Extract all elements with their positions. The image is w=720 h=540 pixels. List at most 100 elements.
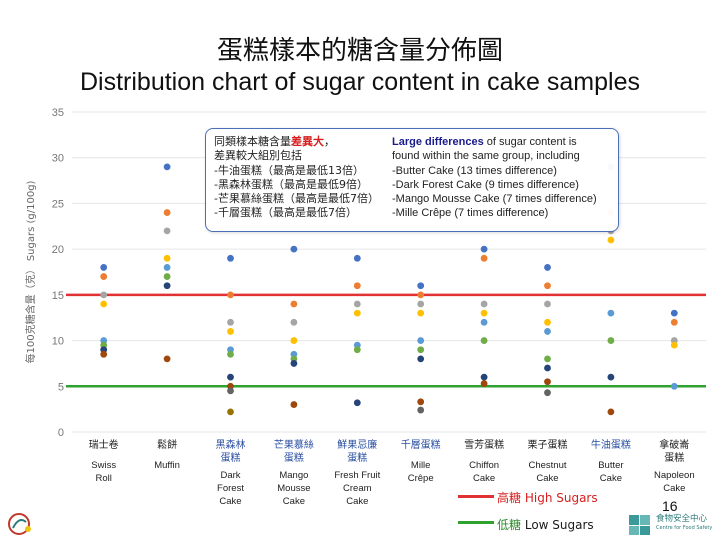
x-category-label-zh: 千層蛋糕: [401, 438, 441, 451]
annotation-zh-highlight: 差異大: [291, 135, 324, 148]
data-point: [670, 382, 678, 390]
data-point: [290, 360, 298, 367]
annotation-en-body: found within the same group, including -…: [392, 150, 597, 220]
data-point: [353, 300, 361, 308]
data-point: [544, 364, 551, 372]
y-tick-label: 30: [52, 153, 64, 165]
data-point: [163, 355, 171, 363]
x-category-label-zh: 瑞士卷: [89, 438, 119, 451]
x-category-label-en: Dark: [220, 470, 240, 481]
data-point: [163, 163, 171, 171]
x-category-label-zh: 栗子蛋糕: [528, 438, 568, 451]
data-point: [544, 300, 551, 308]
data-point: [227, 254, 234, 262]
x-category-label-en: Swiss: [91, 460, 116, 471]
legend-low-en: Low Sugars: [524, 518, 594, 532]
legend-low-swatch: [458, 521, 494, 524]
x-category-label-zh: 雪芳蛋糕: [464, 438, 504, 451]
data-point: [417, 355, 425, 363]
x-category-label-en: Cream: [343, 483, 372, 494]
x-category-label-en: Crêpe: [408, 473, 434, 484]
data-point: [353, 346, 361, 354]
x-category-label-en: Butter: [598, 460, 623, 471]
y-tick-label: 35: [52, 107, 64, 119]
x-category-label-zh: 牛油蛋糕: [591, 438, 631, 451]
y-axis-label: 每100克糖含量（克） Sugars (g/100g): [24, 180, 37, 363]
x-category-label-zh: 黑森林: [216, 438, 246, 451]
data-point: [353, 309, 361, 317]
legend-high-en: High Sugars: [524, 491, 598, 505]
x-category-label-zh: 蛋糕: [284, 451, 304, 464]
data-point: [290, 300, 298, 308]
y-tick-label: 5: [58, 381, 64, 393]
data-point: [417, 300, 425, 308]
x-category-label-zh: 芒果慕絲: [274, 438, 314, 451]
left-logo-icon: [8, 513, 31, 535]
x-category-label-en: Cake: [219, 496, 241, 507]
x-category-label-en: Cake: [536, 473, 558, 484]
data-point: [480, 373, 488, 381]
data-point: [163, 209, 171, 216]
data-point: [544, 389, 551, 397]
cfs-logo: 食物安全中心 Centre for Food Safety: [628, 514, 714, 536]
data-point: [353, 399, 361, 407]
data-point: [544, 318, 551, 326]
data-point: [417, 406, 425, 414]
data-point: [670, 309, 678, 317]
chart-title-zh: 蛋糕樣本的糖含量分佈圖: [216, 36, 503, 66]
x-category-label-en: Cake: [346, 496, 368, 507]
data-point: [480, 337, 488, 344]
data-point: [417, 282, 425, 290]
x-category-label-zh: 蛋糕: [347, 451, 367, 464]
data-point: [607, 373, 615, 381]
y-tick-label: 20: [52, 244, 64, 256]
data-point: [480, 380, 488, 387]
annotation-zh-lead: 同類樣本糖含量: [214, 135, 291, 148]
data-point: [544, 264, 551, 271]
x-category-label-zh: 鮮果忌廉: [337, 438, 377, 451]
data-point: [417, 337, 425, 344]
annotation-zh-body: 差異較大組別包括 -牛油蛋糕（最高是最低13倍） -黑森林蛋糕（最高是最低9倍）…: [214, 149, 379, 220]
data-point: [100, 300, 108, 308]
data-point: [480, 254, 488, 262]
x-category-label-zh: 蛋糕: [664, 451, 684, 464]
x-category-label-en: Chiffon: [469, 460, 499, 471]
x-category-label-en: Mille: [411, 460, 431, 471]
annotation-box: 同類樣本糖含量差異大， 差異較大組別包括 -牛油蛋糕（最高是最低13倍） -黑森…: [205, 128, 619, 232]
data-point: [353, 254, 361, 262]
data-point: [480, 300, 488, 308]
data-point: [163, 282, 171, 290]
data-point: [480, 309, 488, 317]
x-category-label-en: Forest: [217, 483, 244, 494]
data-point: [100, 264, 108, 271]
data-point: [670, 318, 678, 326]
data-point: [607, 408, 615, 416]
x-category-label-zh: 鬆餅: [157, 438, 177, 451]
x-category-label-en: Cake: [473, 473, 495, 484]
data-point: [100, 273, 108, 280]
x-category-label-en: Cake: [283, 496, 305, 507]
data-point: [290, 318, 298, 326]
data-point: [227, 387, 234, 395]
data-point: [544, 378, 551, 386]
x-category-label-zh: 蛋糕: [221, 451, 241, 464]
data-point: [163, 264, 171, 271]
data-point: [544, 282, 551, 290]
x-category-label-en: Cake: [663, 483, 685, 494]
x-category-label-en: Napoleon: [654, 470, 695, 481]
legend-low-label: 低糖 Low Sugars: [497, 516, 594, 533]
data-point: [227, 350, 234, 358]
data-point: [417, 398, 425, 406]
x-category-label-en: Fresh Fruit: [334, 470, 380, 481]
x-category-label-en: Roll: [96, 473, 112, 484]
data-point: [163, 227, 171, 235]
data-point: [353, 282, 361, 290]
data-point: [480, 318, 488, 326]
cfs-logo-icon: [629, 515, 650, 535]
data-point: [607, 337, 615, 344]
data-point: [417, 291, 425, 299]
data-point: [227, 328, 234, 335]
data-point: [607, 309, 615, 317]
x-category-label-en: Chestnut: [528, 460, 566, 471]
annotation-zh: 同類樣本糖含量差異大， 差異較大組別包括 -牛油蛋糕（最高是最低13倍） -黑森…: [214, 135, 379, 221]
